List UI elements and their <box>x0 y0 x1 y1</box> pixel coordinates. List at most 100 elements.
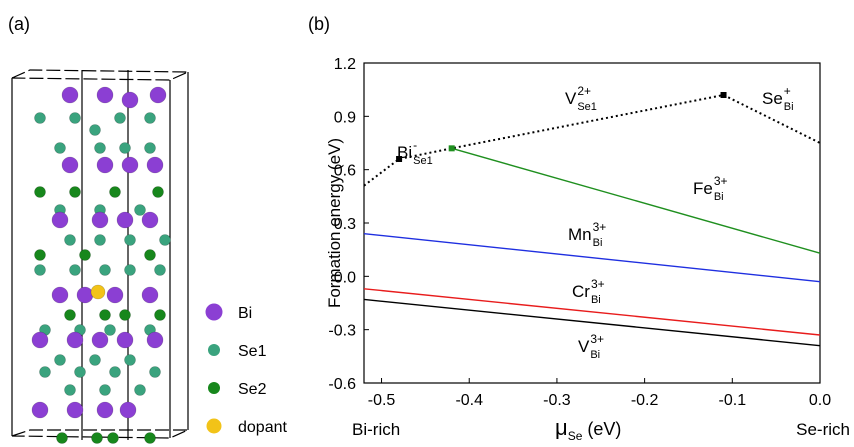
atom <box>97 157 113 173</box>
x-axis-subscript: Se <box>568 429 583 443</box>
figure: (a) (b) BiSe1Se2dopant-0.6-0.30.00.30.60… <box>0 0 854 447</box>
atom <box>52 287 68 303</box>
x-axis-unit: (eV) <box>587 419 621 439</box>
annotation-sup: 3+ <box>714 174 728 188</box>
series-line <box>452 148 820 253</box>
atom <box>125 355 136 366</box>
legend-marker <box>207 419 222 434</box>
annotation-sub: Se1 <box>413 155 433 167</box>
annotation: Bi <box>397 143 412 162</box>
marker <box>721 92 727 98</box>
atom <box>40 367 51 378</box>
atom <box>120 402 136 418</box>
panel-label: (b) <box>308 14 330 34</box>
atom <box>57 433 68 444</box>
x-tick-label: -0.4 <box>455 392 483 409</box>
atom <box>160 235 171 246</box>
atom <box>90 125 101 136</box>
atom <box>35 250 46 261</box>
legend-label: Se1 <box>238 343 267 360</box>
atom <box>67 332 83 348</box>
atom <box>117 332 133 348</box>
atom <box>70 265 81 276</box>
annotation-sub: Bi <box>593 237 603 249</box>
x-axis-symbol: μ <box>555 415 568 440</box>
atom <box>155 265 166 276</box>
atom <box>35 113 46 124</box>
atom <box>100 265 111 276</box>
atom <box>55 143 66 154</box>
atom <box>65 235 76 246</box>
x-end-label: Se-rich <box>796 420 850 439</box>
atom <box>125 235 136 246</box>
annotation-sub: Bi <box>714 191 724 203</box>
marker <box>449 145 455 151</box>
atom <box>145 250 156 261</box>
atom <box>150 87 166 103</box>
atom <box>55 355 66 366</box>
panel-label: (a) <box>8 14 30 34</box>
annotation-sub: Bi <box>591 294 601 306</box>
atom <box>97 402 113 418</box>
atom <box>142 212 158 228</box>
atom <box>120 310 131 321</box>
atom <box>117 212 133 228</box>
x-tick-label: -0.5 <box>368 392 396 409</box>
atom <box>75 367 86 378</box>
atom <box>100 385 111 396</box>
annotation-sup: 2+ <box>577 84 591 98</box>
atom <box>95 143 106 154</box>
legend-label: Bi <box>238 305 252 322</box>
legend-marker <box>208 344 220 356</box>
atom <box>145 113 156 124</box>
legend-marker <box>208 382 220 394</box>
atom <box>52 212 68 228</box>
y-tick-label: -0.3 <box>328 323 356 340</box>
atom <box>147 332 163 348</box>
atom <box>35 187 46 198</box>
atom <box>67 402 83 418</box>
atom <box>91 285 105 299</box>
atom <box>95 235 106 246</box>
atom <box>92 212 108 228</box>
atom <box>142 287 158 303</box>
atom <box>110 367 121 378</box>
y-tick-label: -0.6 <box>328 376 356 393</box>
annotation-sup: 3+ <box>590 332 604 346</box>
atom <box>150 367 161 378</box>
annotation-sup: - <box>413 138 417 152</box>
atom <box>155 310 166 321</box>
atom <box>115 113 126 124</box>
atom <box>80 250 91 261</box>
atom <box>90 355 101 366</box>
atom <box>62 87 78 103</box>
annotation: V <box>565 89 577 108</box>
x-tick-label: -0.2 <box>631 392 659 409</box>
atom <box>92 433 103 444</box>
atom <box>65 385 76 396</box>
legend-label: Se2 <box>238 381 267 398</box>
x-tick-label: 0.0 <box>809 392 831 409</box>
atom <box>122 92 138 108</box>
cell-top <box>12 70 188 80</box>
atom <box>65 310 76 321</box>
atom <box>122 157 138 173</box>
atom <box>70 113 81 124</box>
atom <box>145 143 156 154</box>
x-axis-label: μSe (eV) <box>555 415 621 443</box>
annotation-sub: Se1 <box>577 101 597 113</box>
annotation-sup: 3+ <box>591 277 605 291</box>
atom <box>108 433 119 444</box>
annotation: Cr <box>572 282 590 301</box>
x-tick-label: -0.3 <box>543 392 571 409</box>
atom <box>70 187 81 198</box>
annotation: V <box>578 337 590 356</box>
annotation: Mn <box>568 225 592 244</box>
x-tick-label: -0.1 <box>719 392 747 409</box>
atom <box>100 310 111 321</box>
atom <box>32 332 48 348</box>
y-tick-label: 0.9 <box>334 109 356 126</box>
atom <box>35 265 46 276</box>
atom <box>125 265 136 276</box>
annotation: Se <box>762 89 783 108</box>
